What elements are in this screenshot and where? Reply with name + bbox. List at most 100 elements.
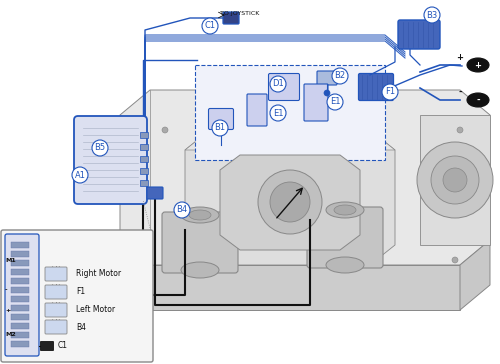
Text: C1: C1 (204, 21, 216, 31)
Bar (11, 305, 29, 311)
Polygon shape (120, 90, 490, 265)
FancyBboxPatch shape (162, 212, 238, 273)
Text: B3: B3 (426, 11, 438, 20)
Circle shape (92, 140, 108, 156)
Text: Left Motor: Left Motor (76, 305, 115, 314)
FancyBboxPatch shape (45, 303, 67, 317)
Circle shape (332, 68, 348, 84)
Bar (140, 132, 148, 138)
Circle shape (367, 152, 373, 158)
Circle shape (172, 257, 178, 263)
Circle shape (443, 168, 467, 192)
Bar (11, 296, 29, 302)
Circle shape (270, 182, 310, 222)
Circle shape (327, 94, 343, 110)
Circle shape (452, 257, 458, 263)
Polygon shape (185, 130, 395, 150)
Text: +: + (5, 308, 10, 313)
FancyBboxPatch shape (358, 74, 394, 100)
Bar (11, 260, 29, 266)
Text: F1: F1 (76, 288, 85, 297)
Ellipse shape (189, 210, 211, 220)
Text: M2: M2 (5, 332, 16, 337)
Bar (140, 144, 148, 150)
Circle shape (72, 167, 88, 183)
Circle shape (417, 142, 493, 218)
Circle shape (431, 156, 479, 204)
FancyBboxPatch shape (40, 341, 54, 351)
Text: -: - (5, 288, 8, 293)
Bar (140, 168, 148, 174)
FancyBboxPatch shape (74, 116, 147, 204)
FancyBboxPatch shape (307, 207, 383, 268)
Polygon shape (460, 240, 490, 310)
Polygon shape (185, 130, 395, 265)
Text: +: + (456, 52, 464, 62)
Text: B4: B4 (76, 323, 86, 332)
Bar (11, 278, 29, 284)
Circle shape (324, 90, 330, 96)
Circle shape (258, 170, 322, 234)
FancyBboxPatch shape (304, 84, 328, 121)
Circle shape (174, 202, 190, 218)
Bar (11, 332, 29, 338)
FancyBboxPatch shape (45, 320, 67, 334)
Ellipse shape (326, 257, 364, 273)
Text: -: - (476, 95, 480, 104)
FancyBboxPatch shape (247, 94, 267, 126)
Circle shape (457, 127, 463, 133)
Ellipse shape (181, 207, 219, 223)
Bar (11, 269, 29, 275)
Text: A1: A1 (74, 170, 86, 179)
Circle shape (202, 18, 218, 34)
Ellipse shape (181, 262, 219, 278)
Circle shape (207, 152, 213, 158)
Polygon shape (120, 240, 150, 310)
Bar (140, 180, 148, 186)
Bar (11, 323, 29, 329)
Bar (11, 314, 29, 320)
Bar (11, 242, 29, 248)
Text: Right Motor: Right Motor (76, 269, 121, 278)
Bar (195, 65, 385, 160)
Ellipse shape (467, 93, 489, 107)
Bar (11, 341, 29, 347)
Text: B1: B1 (214, 123, 226, 132)
FancyBboxPatch shape (45, 285, 67, 299)
Text: E1: E1 (273, 108, 283, 118)
Ellipse shape (326, 202, 364, 218)
Text: F1: F1 (385, 87, 395, 96)
Circle shape (162, 127, 168, 133)
Circle shape (270, 76, 286, 92)
Bar (11, 287, 29, 293)
Text: B5: B5 (94, 143, 106, 153)
Text: M1: M1 (5, 257, 16, 262)
Text: B2: B2 (334, 71, 345, 80)
Polygon shape (420, 115, 490, 245)
FancyBboxPatch shape (5, 234, 39, 356)
FancyBboxPatch shape (45, 267, 67, 281)
Text: +: + (474, 60, 482, 70)
Text: E1: E1 (330, 98, 340, 107)
Text: C1: C1 (58, 341, 68, 351)
Text: D1: D1 (272, 79, 284, 88)
Polygon shape (150, 265, 460, 310)
Polygon shape (220, 155, 360, 250)
Text: TO JOYSTICK: TO JOYSTICK (220, 11, 260, 16)
Circle shape (382, 84, 398, 100)
Circle shape (270, 105, 286, 121)
FancyBboxPatch shape (268, 74, 300, 100)
FancyBboxPatch shape (208, 108, 234, 130)
Circle shape (212, 120, 228, 136)
FancyBboxPatch shape (147, 187, 163, 199)
Bar (140, 156, 148, 162)
Ellipse shape (334, 205, 356, 215)
FancyBboxPatch shape (223, 12, 239, 24)
FancyBboxPatch shape (317, 71, 337, 85)
Bar (11, 251, 29, 257)
Text: -: - (458, 87, 462, 96)
FancyBboxPatch shape (398, 20, 440, 49)
Circle shape (424, 7, 440, 23)
FancyBboxPatch shape (1, 230, 153, 362)
Text: B4: B4 (176, 206, 188, 214)
